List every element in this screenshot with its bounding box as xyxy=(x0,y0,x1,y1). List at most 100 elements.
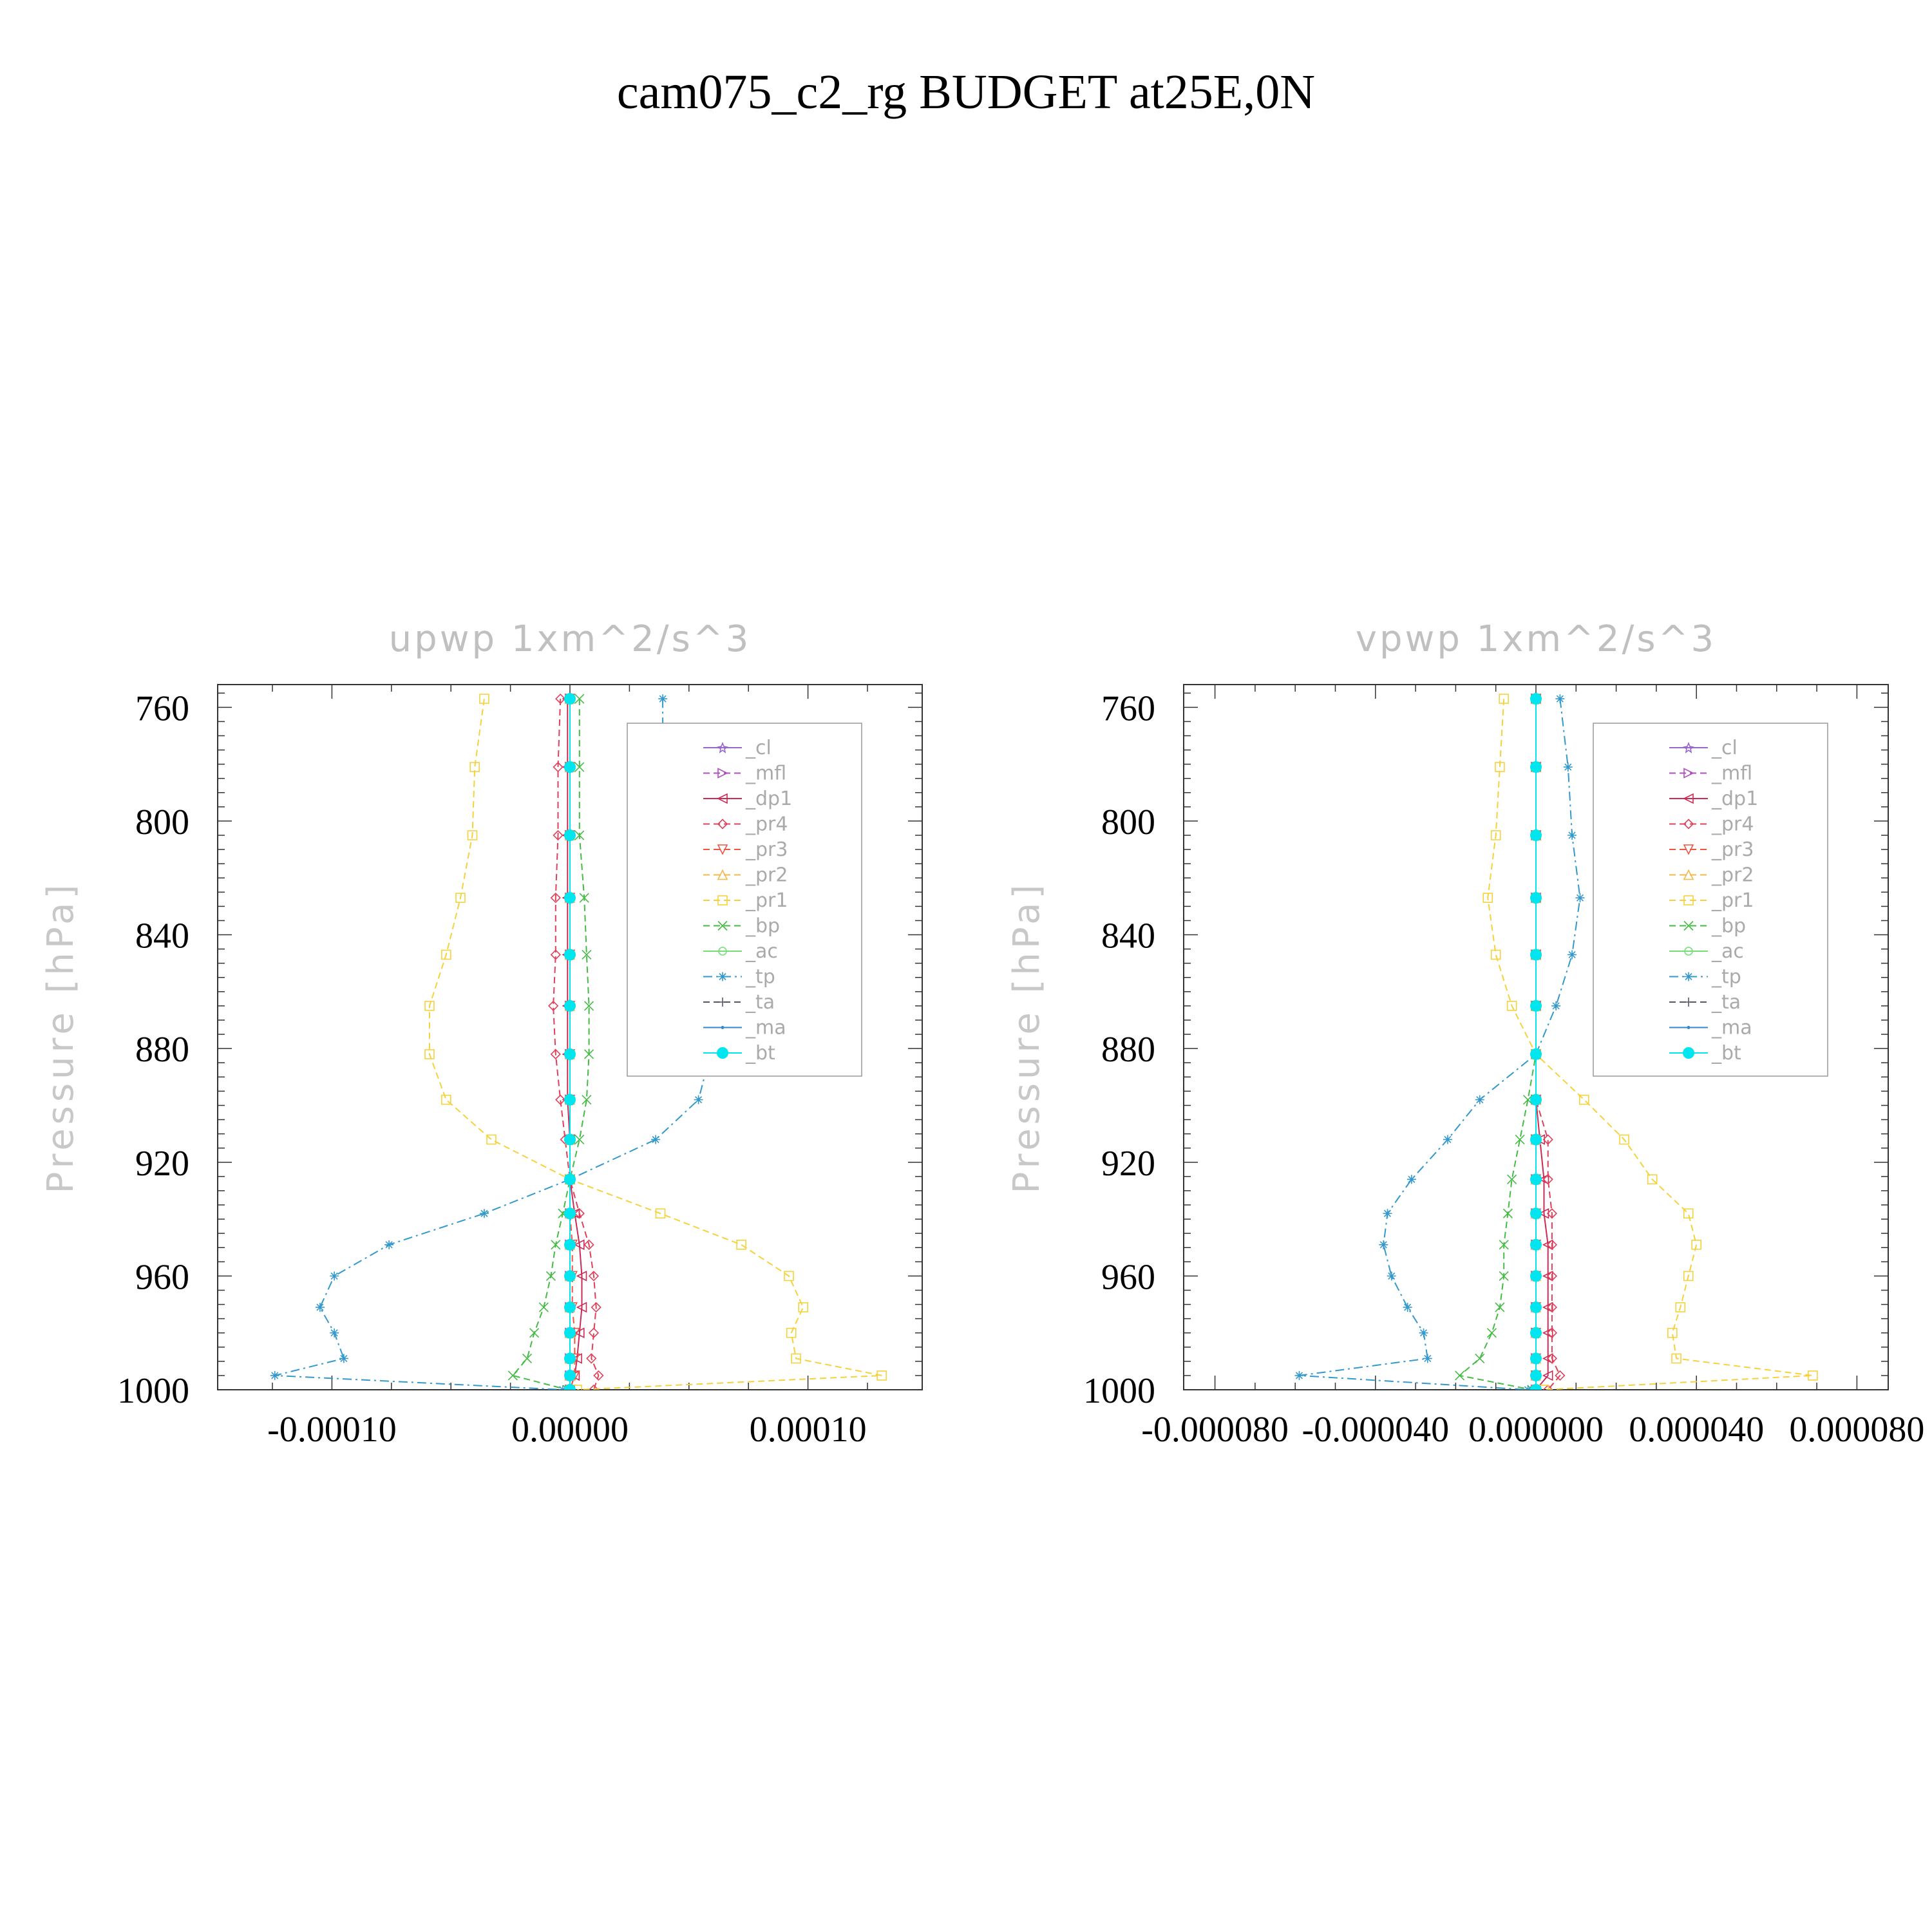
data-point xyxy=(1530,1133,1542,1146)
data-point xyxy=(1490,830,1501,840)
x-tick-label: 0.000000 xyxy=(1468,1410,1604,1450)
series-layer xyxy=(270,692,887,1390)
y-tick-label: 880 xyxy=(135,1030,189,1070)
data-point xyxy=(1546,1239,1558,1250)
series-line xyxy=(1535,699,1549,1390)
legend-item: _pr1 xyxy=(703,889,788,912)
data-point xyxy=(1546,1327,1558,1338)
legend-marker xyxy=(717,741,728,753)
data-point xyxy=(1563,762,1573,772)
series-line xyxy=(553,699,600,1390)
panel-title: upwp 1xm^2/s^3 xyxy=(389,618,752,660)
legend-marker xyxy=(717,844,728,855)
data-point xyxy=(1542,1384,1553,1390)
data-point xyxy=(550,949,561,960)
series-line xyxy=(511,699,590,1390)
legend-label: _cl xyxy=(745,737,772,759)
figure-title: cam075_c2_rg BUDGET at25E,0N xyxy=(617,65,1315,119)
series-pr4 xyxy=(547,693,604,1390)
series-line xyxy=(569,699,576,1390)
data-point xyxy=(586,1353,597,1364)
legend-marker xyxy=(1684,947,1693,956)
data-point xyxy=(571,1353,582,1364)
data-point xyxy=(564,761,576,773)
data-point xyxy=(564,829,576,842)
data-point xyxy=(658,694,668,704)
data-point xyxy=(576,1302,587,1313)
x-tick-label: 0.00000 xyxy=(511,1410,629,1450)
data-point xyxy=(555,693,566,705)
legend-item: _bp xyxy=(1669,915,1746,938)
legend-item: _pr3 xyxy=(1669,838,1754,861)
legend: _cl _mfl _dp1 _pr4_pr3 _pr2_pr1 _bp_ac _tp_ta _… xyxy=(627,723,862,1077)
data-point xyxy=(1530,1270,1542,1282)
y-tick-label: 1000 xyxy=(1083,1371,1155,1411)
legend-marker xyxy=(717,819,728,829)
data-point xyxy=(1691,1240,1702,1250)
y-tick-label: 760 xyxy=(135,688,189,728)
y-tick-label: 1000 xyxy=(117,1371,189,1411)
legend-item: _bp xyxy=(703,915,780,938)
data-point xyxy=(1808,1370,1818,1381)
data-point xyxy=(529,1328,540,1338)
legend-label: _ac xyxy=(745,940,778,963)
data-point xyxy=(564,1238,576,1251)
panel-title: vpwp 1xm^2/s^3 xyxy=(1356,618,1716,660)
data-point xyxy=(1539,1385,1549,1390)
data-point xyxy=(564,1352,576,1365)
data-point xyxy=(1555,694,1565,704)
data-point xyxy=(1506,1001,1517,1011)
data-point xyxy=(522,1353,533,1363)
data-point xyxy=(1495,762,1505,772)
data-point xyxy=(315,1302,325,1312)
data-point xyxy=(1387,1271,1396,1281)
legend-label: _ac xyxy=(1711,940,1744,963)
data-point xyxy=(876,1370,887,1381)
data-point xyxy=(1530,892,1542,904)
legend-item: _mfl xyxy=(1669,762,1752,785)
legend-item: _cl xyxy=(703,737,772,759)
legend-item: _bt xyxy=(1669,1042,1741,1065)
data-point xyxy=(270,1370,279,1380)
data-point xyxy=(1515,1134,1525,1145)
data-point xyxy=(572,1385,582,1390)
y-tick-label: 920 xyxy=(1101,1144,1155,1184)
data-point xyxy=(576,1271,587,1282)
legend-label: _pr3 xyxy=(745,838,788,861)
legend-label: _pr2 xyxy=(1711,864,1754,887)
legend-marker xyxy=(1684,998,1693,1007)
data-point xyxy=(593,1370,604,1381)
legend-label: _dp1 xyxy=(745,788,792,810)
x-tick-label: -0.000080 xyxy=(1141,1410,1289,1450)
data-point xyxy=(486,1134,497,1145)
legend-item: _pr4 xyxy=(703,813,788,836)
data-point xyxy=(1522,1095,1533,1105)
y-tick-label: 840 xyxy=(1101,916,1155,956)
data-point xyxy=(1530,1094,1542,1106)
data-point xyxy=(1546,1271,1558,1282)
data-point xyxy=(564,949,576,961)
data-point xyxy=(553,761,564,773)
data-point xyxy=(1551,1001,1561,1010)
legend-marker xyxy=(721,1026,724,1029)
data-point xyxy=(1530,1301,1542,1313)
legend-item: _ac xyxy=(703,940,778,963)
data-point xyxy=(441,949,451,960)
data-point xyxy=(574,1134,585,1145)
data-point xyxy=(1683,1208,1694,1219)
x-tick-label: -0.00010 xyxy=(267,1410,397,1450)
legend-marker xyxy=(1684,972,1693,981)
data-point xyxy=(1542,1370,1553,1381)
y-tick-label: 760 xyxy=(1101,688,1155,728)
data-point xyxy=(469,762,480,772)
legend-label: _bp xyxy=(745,915,780,938)
data-point xyxy=(1490,949,1501,960)
y-tick-label: 840 xyxy=(135,916,189,956)
data-point xyxy=(1482,893,1493,903)
legend-box xyxy=(627,723,862,1077)
data-point xyxy=(1538,1208,1549,1219)
data-point xyxy=(330,1271,339,1281)
series-tp xyxy=(1294,694,1585,1390)
series-bt xyxy=(1530,693,1542,1390)
data-point xyxy=(588,1327,600,1338)
